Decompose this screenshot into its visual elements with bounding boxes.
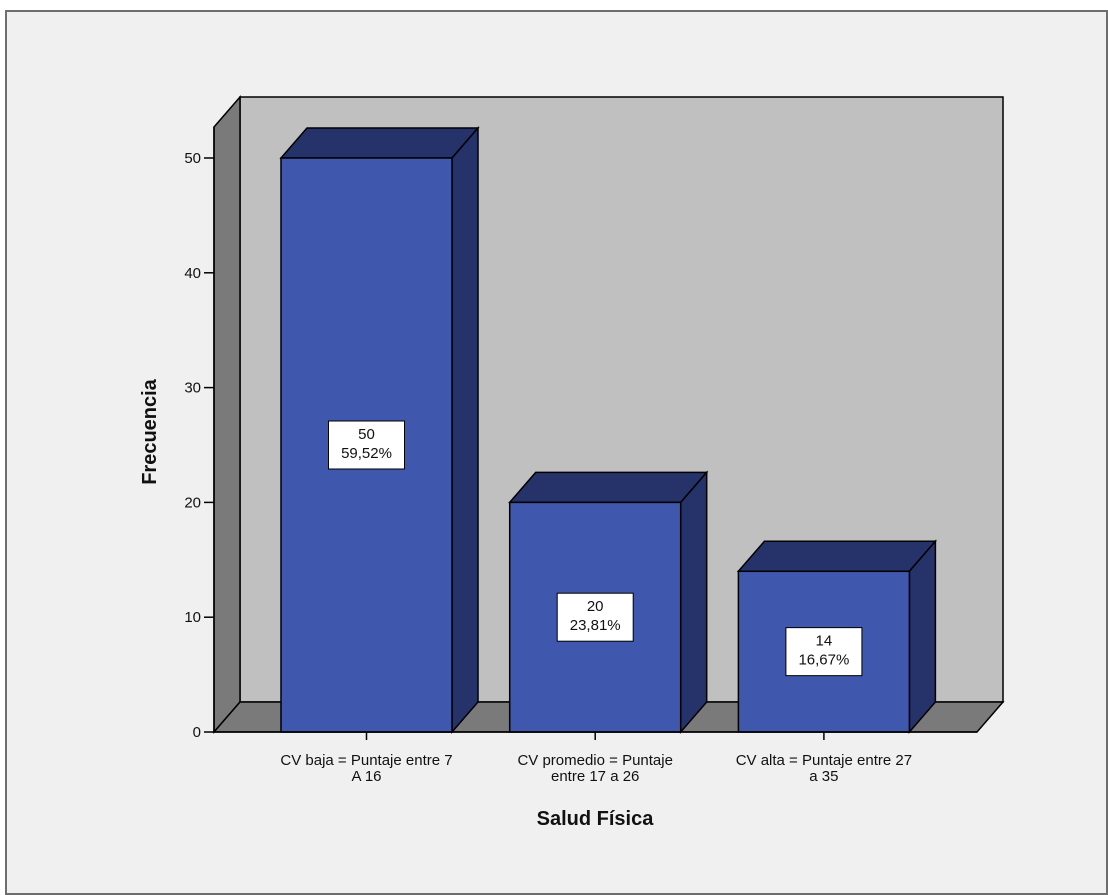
y-tick-label: 40 xyxy=(184,265,201,282)
y-tick-label: 0 xyxy=(193,724,201,741)
y-tick-label: 50 xyxy=(184,150,201,167)
data-label: 50 xyxy=(358,426,375,443)
y-axis-title: Frecuencia xyxy=(139,378,161,484)
bar-side xyxy=(679,470,708,735)
x-tick-label: a 35 xyxy=(809,768,838,785)
y-tick-label: 20 xyxy=(184,494,201,511)
y-axis: 0 10 20 30 40 50 xyxy=(184,127,215,741)
x-tick-label: CV promedio = Puntaje xyxy=(517,752,673,769)
data-label-box xyxy=(556,592,634,642)
x-tick-label: CV baja = Puntaje entre 7 xyxy=(280,752,452,769)
data-label-box xyxy=(328,420,405,470)
bar-side xyxy=(451,125,479,735)
x-tick-label: entre 17 a 26 xyxy=(551,768,639,785)
data-label: 23,81% xyxy=(570,617,621,634)
data-label: 14 xyxy=(816,633,833,650)
bar-group: 14 16,67% xyxy=(736,539,938,735)
x-tick-label: A 16 xyxy=(351,768,381,785)
plot-side-wall xyxy=(213,94,241,735)
x-tick-label: CV alta = Puntaje entre 27 xyxy=(736,752,912,769)
x-axis: CV baja = Puntaje entre 7A 16 CV promedio… xyxy=(214,731,977,785)
y-tick-label: 10 xyxy=(184,609,201,626)
x-axis-title: Salud Física xyxy=(537,808,655,830)
bar-group: 20 23,81% xyxy=(508,470,709,735)
y-tick-label: 30 xyxy=(184,380,201,397)
bar-side xyxy=(908,539,937,735)
bars: 50 59,52% 20 23,81% 14 16,67% xyxy=(279,125,938,735)
bar-top xyxy=(736,540,938,573)
bar-top xyxy=(508,471,709,504)
data-label-box xyxy=(785,627,863,677)
bar-top xyxy=(279,127,480,159)
data-label: 20 xyxy=(587,598,604,615)
data-label: 16,67% xyxy=(798,652,849,669)
data-label: 59,52% xyxy=(341,445,392,462)
bar-group: 50 59,52% xyxy=(279,125,480,735)
